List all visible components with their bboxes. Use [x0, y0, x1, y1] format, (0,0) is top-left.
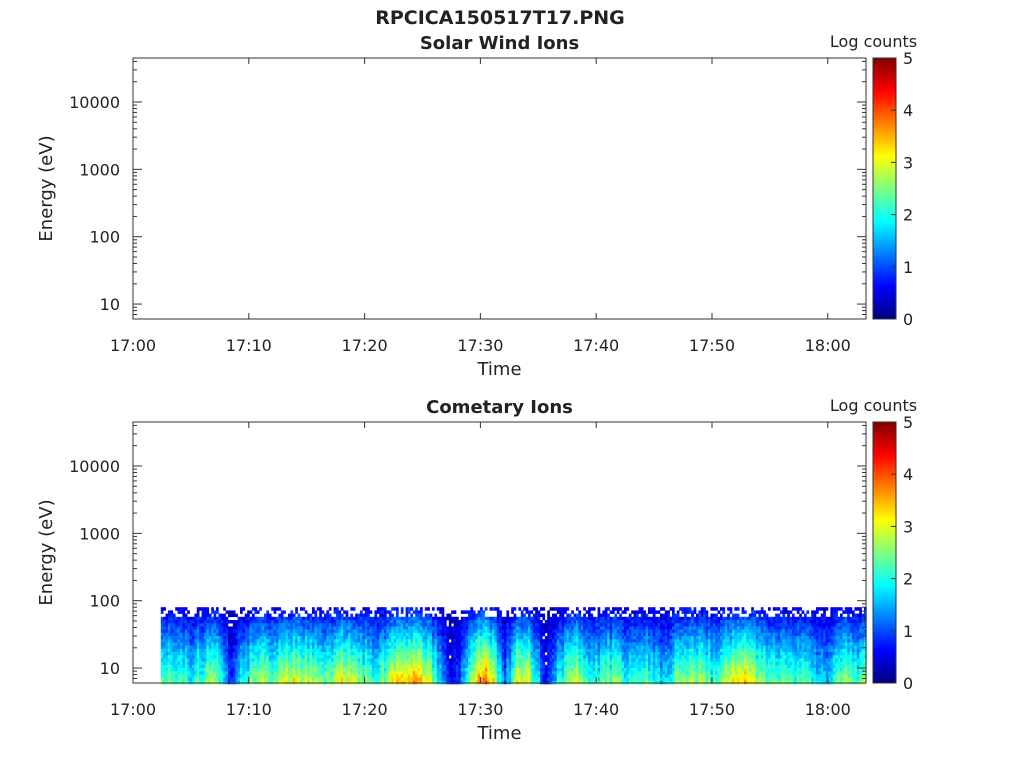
- panel1-xtick-label: 17:40: [573, 336, 619, 355]
- panel1-xlabel: Time: [476, 359, 521, 380]
- panel2-colorbar-tick-label: 3: [903, 517, 913, 536]
- panel2-ylabel: Energy (eV): [36, 499, 57, 605]
- panel2-colorbar-tick-label: 5: [903, 413, 913, 432]
- panel1-colorbar-tick-label: 3: [903, 153, 913, 172]
- panel2-xtick-label: 17:30: [457, 700, 503, 719]
- panel2-xtick-label: 17:20: [342, 700, 388, 719]
- panel1-ytick-label: 1000: [79, 160, 120, 179]
- panel2-xtick-label: 17:10: [226, 700, 272, 719]
- panel2-colorbar: [872, 421, 897, 684]
- panel1-xtick-label: 17:30: [457, 336, 503, 355]
- panel1-xtick-label: 17:10: [226, 336, 272, 355]
- panel2-colorbar-label: Log counts: [830, 396, 917, 415]
- panel2-xtick-label: 17:40: [573, 700, 619, 719]
- panel2-axes-frame: [132, 421, 867, 684]
- panel1-ytick-label: 10000: [69, 93, 120, 112]
- panel2-xtick-label: 18:00: [805, 700, 851, 719]
- panel1-colorbar: [872, 57, 897, 320]
- panel1-plot-area: [133, 58, 866, 319]
- panel2-xtick-label: 17:00: [110, 700, 156, 719]
- panel1-colorbar-tick-label: 2: [903, 206, 913, 225]
- panel2-ytick-label: 10: [100, 659, 120, 678]
- panel2-xtick-label: 17:50: [689, 700, 735, 719]
- panel2-xlabel: Time: [476, 723, 521, 744]
- panel1-ytick-label: 100: [89, 228, 120, 247]
- panel1-colorbar-tick-label: 1: [903, 258, 913, 277]
- panel2-title: Cometary Ions: [426, 397, 573, 418]
- panel1-colorbar-label: Log counts: [830, 32, 917, 51]
- panel2-colorbar-tick-label: 0: [903, 674, 913, 693]
- panel1-title: Solar Wind Ions: [420, 33, 579, 54]
- panel1-xtick-label: 17:50: [689, 336, 735, 355]
- panel2-spectrogram: [160, 607, 867, 685]
- panel2-colorbar-tick-label: 2: [903, 570, 913, 589]
- panel2-colorbar-tick-label: 1: [903, 622, 913, 641]
- panel1-ylabel: Energy (eV): [36, 135, 57, 241]
- panel2-colorbar-tick-label: 4: [903, 465, 913, 484]
- panel1-colorbar-tick-label: 0: [903, 310, 913, 329]
- panel1-xtick-label: 17:20: [342, 336, 388, 355]
- panel1-xtick-label: 18:00: [805, 336, 851, 355]
- panel2-ytick-label: 10000: [69, 457, 120, 476]
- panel2-ytick-label: 1000: [79, 524, 120, 543]
- panel1-colorbar-tick-label: 4: [903, 101, 913, 120]
- panel2-ytick-label: 100: [89, 592, 120, 611]
- panel1-colorbar-tick-label: 5: [903, 49, 913, 68]
- panel1-ytick-label: 10: [100, 295, 120, 314]
- panel1-xtick-label: 17:00: [110, 336, 156, 355]
- figure-title: RPCICA150517T17.PNG: [375, 7, 625, 29]
- panel1-axes-frame: [132, 57, 867, 320]
